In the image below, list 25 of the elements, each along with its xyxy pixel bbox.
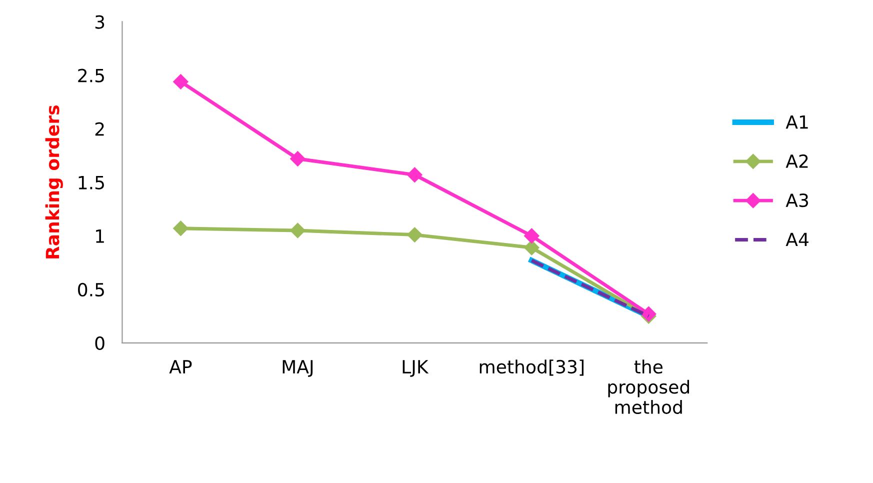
x-tick-label: AP <box>169 360 192 374</box>
y-tick-label: 0 <box>95 336 104 350</box>
y-tick-label: 0.5 <box>78 282 104 297</box>
x-tick-label: MAJ <box>282 360 313 377</box>
point <box>173 74 188 90</box>
point <box>290 222 306 238</box>
legend-label: A1 <box>786 115 808 129</box>
y-tick-label: 3 <box>95 15 104 29</box>
x-tick-label: LJK <box>402 360 429 377</box>
legend-label: A2 <box>786 154 808 168</box>
y-axis-title: Ranking orders <box>45 106 63 258</box>
y-tick-label: 2.5 <box>78 68 104 82</box>
legend-label: A4 <box>786 232 808 246</box>
point <box>524 228 540 244</box>
point <box>407 167 422 182</box>
point <box>407 227 422 242</box>
x-tick-label: method[33] <box>480 360 584 376</box>
x-tick-label: the proposed method <box>608 360 689 414</box>
y-tick-label: 1 <box>96 230 104 243</box>
y-tick-label: 1.5 <box>78 176 104 190</box>
point <box>524 240 540 256</box>
legend-label: A3 <box>786 193 808 208</box>
point <box>173 220 188 236</box>
point <box>290 151 306 166</box>
y-tick-label: 2 <box>95 122 104 136</box>
